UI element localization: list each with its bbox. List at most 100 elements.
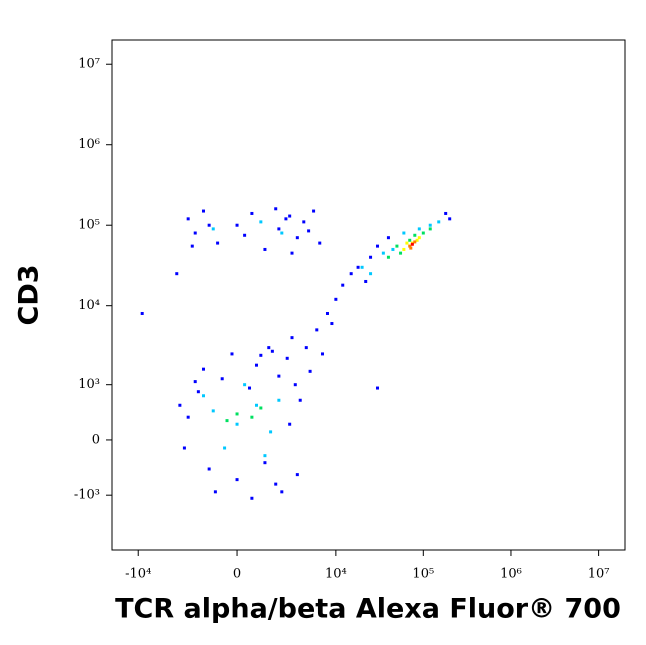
point (216, 241, 220, 245)
point (285, 356, 289, 360)
point (381, 251, 385, 255)
point (190, 244, 194, 248)
point (250, 415, 254, 419)
point (448, 217, 452, 221)
point (254, 363, 258, 367)
point (399, 251, 403, 255)
point (356, 265, 360, 269)
point (193, 380, 197, 384)
point (274, 482, 278, 486)
point (201, 209, 205, 213)
point (408, 238, 412, 242)
point (254, 403, 258, 407)
point (230, 352, 234, 356)
point (402, 247, 406, 251)
point (402, 231, 406, 235)
point (302, 220, 306, 224)
x-axis-label: TCR alpha/beta Alexa Fluor® 700 (115, 594, 621, 625)
point (201, 367, 205, 371)
y-tick-label: 10⁴ (78, 298, 100, 313)
point (369, 255, 373, 259)
point (207, 467, 211, 471)
point (277, 374, 281, 378)
x-tick-label: 0 (233, 567, 241, 582)
y-tick-label: 0 (92, 432, 100, 447)
point (186, 217, 190, 221)
plot-frame (111, 39, 626, 551)
point (318, 241, 322, 245)
point (334, 297, 338, 301)
point (280, 231, 284, 235)
point (290, 251, 294, 255)
point (293, 383, 297, 387)
point (186, 415, 190, 419)
y-tick-label: 10⁵ (78, 218, 100, 233)
point (386, 255, 390, 259)
x-tick-label: 10⁴ (325, 567, 347, 582)
point (304, 346, 308, 350)
point (182, 446, 186, 450)
point (211, 227, 215, 231)
point (325, 311, 329, 315)
point (369, 272, 373, 276)
point (250, 211, 254, 215)
point (259, 353, 263, 357)
point (243, 233, 247, 237)
point (243, 383, 247, 387)
point (417, 236, 421, 240)
point (307, 229, 311, 233)
point (248, 386, 252, 390)
point (196, 390, 200, 394)
point (330, 322, 334, 326)
point (417, 227, 421, 231)
point (409, 246, 413, 250)
point (280, 490, 284, 494)
point (277, 398, 281, 402)
point (269, 430, 273, 434)
point (250, 496, 254, 500)
point (295, 473, 299, 477)
point (375, 244, 379, 248)
point (288, 214, 292, 218)
y-tick-label: 10³ (78, 377, 100, 392)
point (421, 231, 425, 235)
point (408, 244, 412, 248)
point (295, 236, 299, 240)
point (277, 227, 281, 231)
point (274, 207, 278, 211)
point (428, 223, 432, 227)
point (235, 478, 239, 482)
point (259, 220, 263, 224)
y-axis-label: CD3 (14, 264, 45, 325)
point (405, 241, 409, 245)
y-tick-label: 10⁷ (78, 57, 100, 72)
y-tick-label: -10³ (74, 488, 100, 503)
point (364, 279, 368, 283)
point (263, 454, 267, 458)
point (201, 394, 205, 398)
x-tick-label: 10⁶ (500, 567, 522, 582)
point (444, 211, 448, 215)
point (312, 209, 316, 213)
point (207, 223, 211, 227)
point (415, 238, 419, 242)
point (413, 233, 417, 237)
point (267, 346, 271, 350)
point (288, 422, 292, 426)
point (213, 490, 217, 494)
point (315, 328, 319, 332)
point (341, 283, 345, 287)
point (308, 369, 312, 373)
point (360, 265, 364, 269)
point (284, 217, 288, 221)
point (413, 240, 417, 244)
point (290, 336, 294, 340)
point (140, 311, 144, 315)
point (235, 412, 239, 416)
point (375, 386, 379, 390)
point (193, 231, 197, 235)
point (175, 272, 179, 276)
x-tick-label: 10⁷ (588, 567, 610, 582)
